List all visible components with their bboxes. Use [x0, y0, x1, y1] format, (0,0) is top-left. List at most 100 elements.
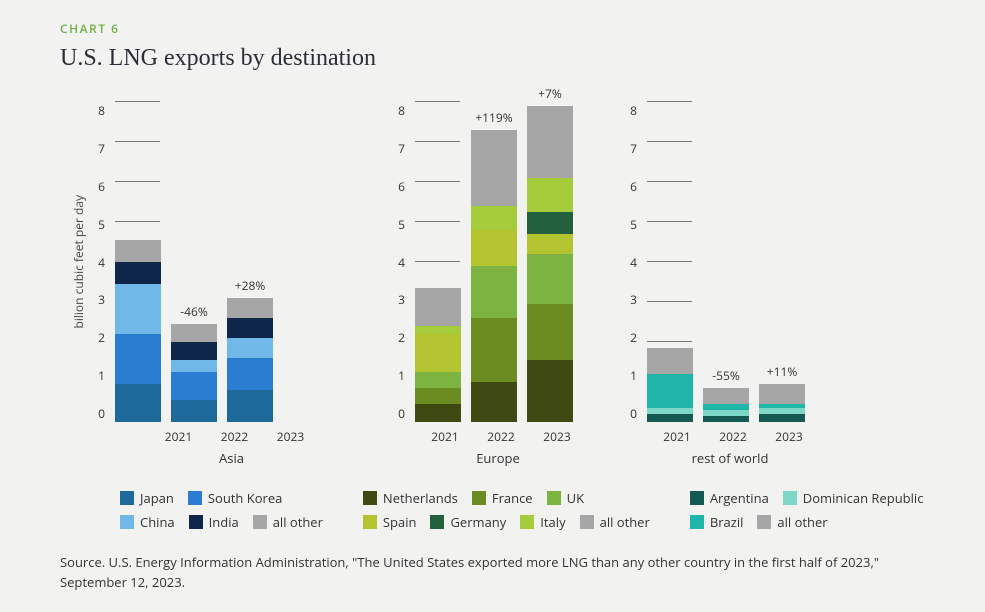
y-tick-label: 0	[93, 405, 105, 422]
legend-label: Spain	[383, 513, 417, 531]
y-tick-label: 7	[93, 140, 105, 157]
legend-line: SpainGermanyItalyall other	[363, 513, 650, 531]
legend-label: Netherlands	[383, 489, 458, 507]
bar-segment-japan	[227, 390, 273, 422]
grid-tick	[647, 341, 692, 342]
legend-line: Japan South Korea	[120, 489, 323, 507]
bar-segment-germany	[527, 212, 573, 234]
y-tick-label: 7	[393, 140, 405, 157]
bar	[647, 348, 693, 422]
y-tick-label: 1	[625, 367, 637, 384]
legend-swatch	[189, 515, 203, 529]
x-tick-label: 2021	[156, 428, 202, 445]
region-label: rest of world	[692, 449, 769, 467]
bar-segment-all_other	[115, 240, 161, 262]
legend-line: Netherlands France UK	[363, 489, 650, 507]
bar	[415, 288, 461, 422]
bar-segment-all_other	[527, 106, 573, 178]
x-axis-labels: 202120222023	[156, 428, 314, 445]
y-tick-label: 8	[393, 102, 405, 119]
legend-item: Netherlands	[363, 489, 458, 507]
legend-line: Brazil all other	[690, 513, 924, 531]
bar-segment-all_other	[647, 348, 693, 374]
y-tick-label: 4	[625, 254, 637, 271]
legend-item: India	[189, 513, 239, 531]
legend-label: France	[492, 489, 533, 507]
legend-label: Japan	[140, 489, 174, 507]
x-tick-label: 2021	[654, 428, 700, 445]
region-label: Asia	[219, 449, 244, 467]
bar-segment-india	[171, 342, 217, 360]
legend-label: China	[140, 513, 175, 531]
legend-item: all other	[253, 513, 323, 531]
legend-label: Germany	[450, 513, 506, 531]
y-tick-label: 2	[93, 329, 105, 346]
y-tick-label: 1	[393, 367, 405, 384]
legend-item: all other	[580, 513, 650, 531]
y-tick-label: 5	[93, 216, 105, 233]
delta-label: -55%	[712, 367, 740, 384]
bar-segment-spain	[471, 230, 517, 266]
legend-item: all other	[757, 513, 827, 531]
legend-label: all other	[777, 513, 827, 531]
legend-item: South Korea	[188, 489, 283, 507]
legend-swatch	[363, 491, 377, 505]
legend-item: UK	[547, 489, 584, 507]
bar-segment-all_other	[759, 384, 805, 404]
y-axis-ticks: 876543210	[625, 102, 637, 422]
bar-segment-italy	[415, 326, 461, 334]
delta-label: -46%	[180, 303, 208, 320]
bar: -55%	[703, 388, 749, 422]
delta-label: +28%	[235, 277, 266, 294]
bar-area: +119%+7%	[415, 106, 573, 422]
legend-swatch	[120, 515, 134, 529]
plot-area: +119%+7%	[409, 102, 587, 422]
bar-segment-china	[115, 284, 161, 334]
plot-area: -46% +28%	[109, 102, 287, 422]
legend-item: Brazil	[690, 513, 744, 531]
y-tick-label: 4	[93, 254, 105, 271]
grid-tick	[647, 301, 692, 302]
legend-swatch	[363, 515, 377, 529]
legend-item: China	[120, 513, 175, 531]
bar-segment-all_other	[227, 298, 273, 318]
bar	[115, 240, 161, 422]
legend-swatch	[520, 515, 534, 529]
bar-segment-uk	[415, 372, 461, 388]
bar-segment-china	[171, 360, 217, 372]
bar-segment-japan	[171, 400, 217, 422]
bar-segment-china	[227, 338, 273, 358]
y-tick-label: 7	[625, 140, 637, 157]
delta-label: +7%	[538, 85, 562, 102]
bar-segment-netherlands	[527, 360, 573, 422]
y-tick-label: 0	[393, 405, 405, 422]
legend-label: all other	[600, 513, 650, 531]
y-tick-label: 6	[625, 178, 637, 195]
bar-segment-netherlands	[415, 404, 461, 422]
bar-segment-all_other	[703, 388, 749, 404]
grid-tick	[415, 101, 460, 102]
legend-swatch	[253, 515, 267, 529]
y-tick-label: 6	[393, 178, 405, 195]
legend-line: ArgentinaDominican Republic	[690, 489, 924, 507]
x-tick-label: 2022	[212, 428, 258, 445]
bar-segment-italy	[527, 178, 573, 212]
chart-source: Source. U.S. Energy Information Administ…	[60, 553, 945, 592]
bar-segment-japan	[115, 384, 161, 422]
bar-segment-argentina	[759, 414, 805, 422]
legend-item: France	[472, 489, 533, 507]
y-tick-label: 4	[393, 254, 405, 271]
bar: +119%	[471, 130, 517, 422]
y-tick-label: 8	[625, 102, 637, 119]
y-tick-label: 6	[93, 178, 105, 195]
bar-segment-uk	[471, 266, 517, 318]
bar-segment-uk	[527, 254, 573, 304]
y-tick-label: 5	[393, 216, 405, 233]
y-tick-label: 1	[93, 367, 105, 384]
bar-segment-south_korea	[227, 358, 273, 390]
legend-label: India	[209, 513, 239, 531]
grid-tick	[647, 261, 692, 262]
x-tick-label: 2021	[422, 428, 468, 445]
y-tick-label: 2	[393, 329, 405, 346]
legend-label: Argentina	[710, 489, 769, 507]
